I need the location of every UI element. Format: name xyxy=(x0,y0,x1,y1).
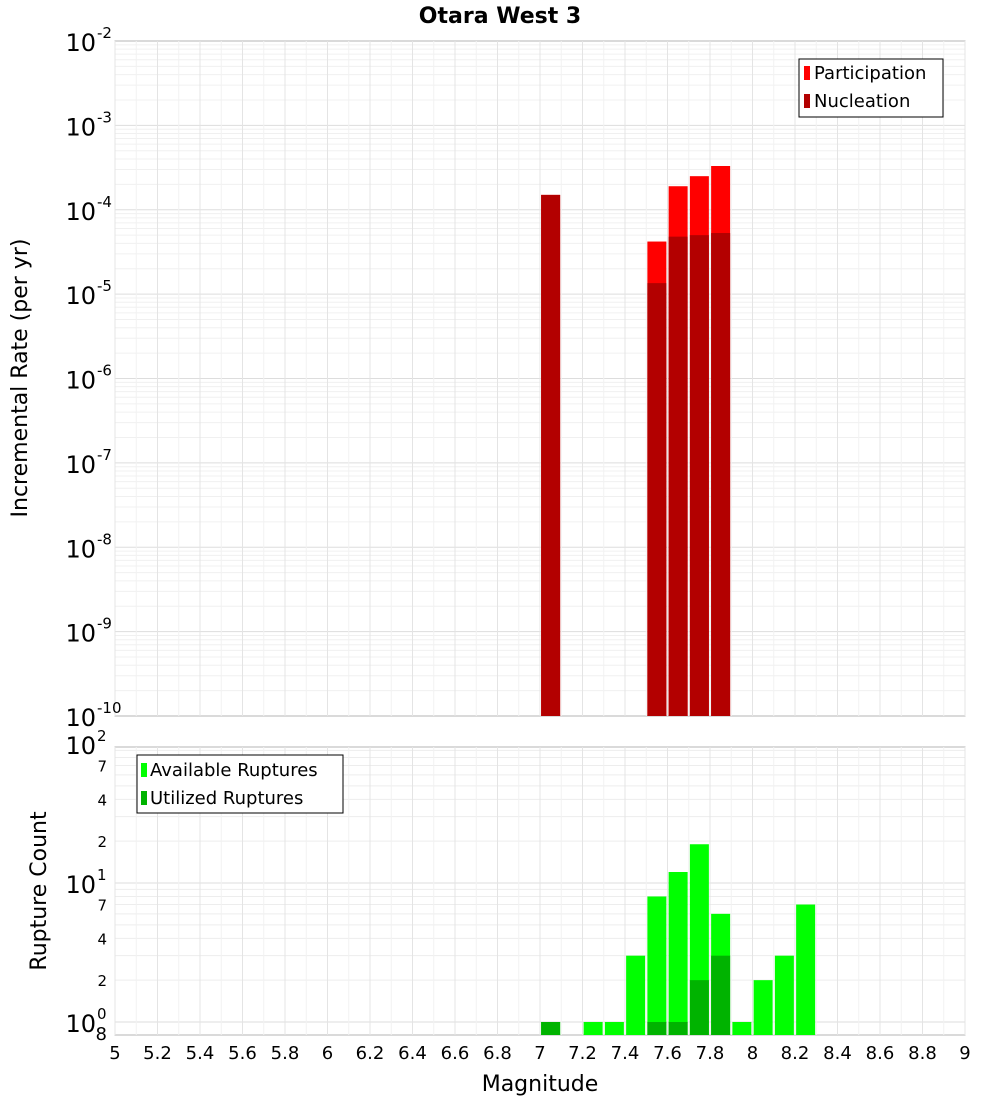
top-y-tick-exponent: -4 xyxy=(97,193,112,211)
bottom-y-minor-tick-label: 7 xyxy=(97,897,107,915)
x-tick-label: 7.2 xyxy=(568,1043,597,1064)
legend-label-nucleation: Nucleation xyxy=(814,91,910,112)
utilized-ruptures-bar xyxy=(541,1022,561,1035)
top-y-tick-label: 10 xyxy=(65,113,96,141)
bottom-legend-box xyxy=(136,754,344,814)
bottom-y-tick-label: 10 xyxy=(65,871,96,899)
top-bars xyxy=(541,166,731,717)
utilized-ruptures-bar xyxy=(668,1022,688,1035)
x-tick-label: 7.6 xyxy=(653,1043,682,1064)
legend-label-utilized: Utilized Ruptures xyxy=(150,788,303,809)
bottom-y-minor-tick-label: 2 xyxy=(97,833,107,851)
bottom-y-minor-tick-label: 7 xyxy=(97,758,107,776)
x-tick-label: 8.8 xyxy=(908,1043,937,1064)
x-tick-label: 7 xyxy=(534,1043,545,1064)
bottom-y-tick-exponent: 1 xyxy=(97,866,107,884)
bottom-y-tick-exponent: 0 xyxy=(97,1005,107,1023)
x-tick-label: 5.2 xyxy=(143,1043,172,1064)
x-tick-label: 8.4 xyxy=(823,1043,852,1064)
top-y-tick-exponent: -8 xyxy=(97,530,112,548)
top-y-tick-label: 10 xyxy=(65,704,96,732)
legend-label-participation: Participation xyxy=(814,63,926,84)
available-ruptures-bar xyxy=(668,871,688,1035)
bottom-y-minor-tick-label: 4 xyxy=(97,791,107,809)
nucleation-bar xyxy=(541,194,561,716)
top-y-tick-exponent: -6 xyxy=(97,362,112,380)
available-ruptures-bar xyxy=(732,1022,752,1035)
available-ruptures-bar xyxy=(583,1022,603,1035)
top-y-tick-exponent: -3 xyxy=(97,108,112,126)
x-tick-label: 6.2 xyxy=(356,1043,385,1064)
top-legend: Participation Nucleation xyxy=(798,58,944,118)
nucleation-bar xyxy=(689,235,709,716)
bottom-y-minor-tick-label: 8 xyxy=(96,1024,107,1045)
top-y-tick-exponent: -5 xyxy=(97,277,112,295)
legend-swatch-nucleation xyxy=(804,94,810,108)
top-y-tick-label: 10 xyxy=(65,198,96,226)
top-y-tick-labels: 10-210-310-410-510-610-710-810-910-10 xyxy=(65,24,121,732)
top-y-tick-label: 10 xyxy=(65,451,96,479)
x-tick-label: 5.8 xyxy=(271,1043,300,1064)
bottom-y-tick-label: 10 xyxy=(65,1010,96,1038)
nucleation-bar xyxy=(668,236,688,716)
utilized-ruptures-bar xyxy=(711,955,731,1035)
chart-title: Otara West 3 xyxy=(419,4,581,29)
top-y-tick-exponent: -10 xyxy=(97,699,122,717)
x-tick-label: 8 xyxy=(747,1043,758,1064)
x-axis-label: Magnitude xyxy=(482,1072,599,1097)
available-ruptures-bar xyxy=(647,896,667,1035)
x-tick-label: 8.2 xyxy=(781,1043,810,1064)
available-ruptures-bar xyxy=(626,955,646,1035)
bottom-y-axis-label: Rupture Count xyxy=(27,811,52,971)
x-tick-label: 6 xyxy=(322,1043,333,1064)
top-y-tick-exponent: -7 xyxy=(97,446,112,464)
top-y-tick-label: 10 xyxy=(65,535,96,563)
top-panel: 10-210-310-410-510-610-710-810-910-10 In… xyxy=(8,24,966,732)
bottom-gridlines xyxy=(114,747,966,1035)
x-tick-label: 6.4 xyxy=(398,1043,427,1064)
top-y-tick-label: 10 xyxy=(65,367,96,395)
bottom-y-tick-exponent: 2 xyxy=(97,727,107,745)
x-tick-label: 7.4 xyxy=(611,1043,640,1064)
available-ruptures-bar xyxy=(796,904,816,1035)
top-y-tick-label: 10 xyxy=(65,282,96,310)
x-tick-label: 6.6 xyxy=(441,1043,470,1064)
top-y-axis-label: Incremental Rate (per yr) xyxy=(8,239,33,518)
legend-label-available: Available Ruptures xyxy=(150,760,318,781)
legend-swatch-available xyxy=(141,763,147,777)
top-y-tick-exponent: -9 xyxy=(97,615,112,633)
utilized-ruptures-bar xyxy=(647,1022,667,1035)
bottom-y-tick-label: 10 xyxy=(65,732,96,760)
available-ruptures-bar xyxy=(604,1022,624,1035)
bottom-y-minor-tick-label: 4 xyxy=(97,930,107,948)
nucleation-bar xyxy=(647,283,667,716)
x-tick-label: 9 xyxy=(959,1043,970,1064)
top-gridlines xyxy=(114,41,966,716)
top-y-tick-label: 10 xyxy=(65,620,96,648)
x-tick-label: 5.6 xyxy=(228,1043,257,1064)
bottom-bars xyxy=(541,844,816,1035)
x-tick-label: 8.6 xyxy=(866,1043,895,1064)
top-y-tick-label: 10 xyxy=(65,29,96,57)
bottom-y-minor-tick-label: 2 xyxy=(97,972,107,990)
legend-swatch-participation xyxy=(804,66,810,80)
available-ruptures-bar xyxy=(774,955,794,1035)
legend-swatch-utilized xyxy=(141,791,147,805)
top-legend-box xyxy=(798,58,944,118)
x-tick-label: 7.8 xyxy=(696,1043,725,1064)
top-y-tick-exponent: -2 xyxy=(97,24,112,42)
x-tick-label: 5.4 xyxy=(186,1043,215,1064)
bottom-legend: Available Ruptures Utilized Ruptures xyxy=(136,754,344,814)
utilized-ruptures-bar xyxy=(689,980,709,1035)
nucleation-bar xyxy=(711,233,731,716)
x-tick-labels: 5 5.2 5.4 5.6 5.8 6 6.2 6.4 6.6 6.8 7 7.2 7.4 7.6 7.8 8… xyxy=(109,1043,970,1064)
available-ruptures-bar xyxy=(753,980,773,1035)
x-tick-label: 6.8 xyxy=(483,1043,512,1064)
x-tick-label: 5 xyxy=(109,1043,120,1064)
